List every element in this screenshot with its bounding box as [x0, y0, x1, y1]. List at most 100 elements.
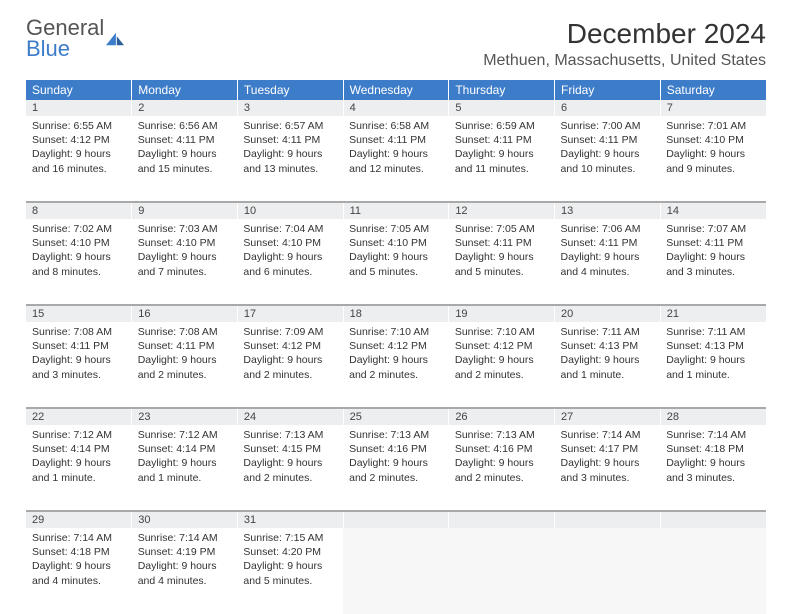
daylight-value: 9 hours and 3 minutes.	[666, 251, 745, 277]
day-number-cell: 25	[343, 408, 449, 425]
day-cell: Sunrise: 7:13 AMSunset: 4:16 PMDaylight:…	[449, 425, 555, 511]
calendar-table: SundayMondayTuesdayWednesdayThursdayFrid…	[26, 80, 766, 614]
sunset-value: 4:11 PM	[71, 340, 109, 352]
day-number-cell: 21	[660, 305, 766, 322]
daylight-value: 9 hours and 2 minutes.	[243, 457, 322, 483]
day-body: Sunrise: 7:05 AMSunset: 4:10 PMDaylight:…	[343, 219, 449, 285]
sunrise-value: 6:58 AM	[391, 120, 430, 132]
day-body-row: Sunrise: 7:08 AMSunset: 4:11 PMDaylight:…	[26, 322, 766, 408]
day-number-cell: 2	[132, 100, 238, 116]
day-cell: Sunrise: 7:12 AMSunset: 4:14 PMDaylight:…	[26, 425, 132, 511]
day-body: Sunrise: 7:11 AMSunset: 4:13 PMDaylight:…	[660, 322, 766, 388]
day-body: Sunrise: 7:07 AMSunset: 4:11 PMDaylight:…	[660, 219, 766, 285]
day-number-cell	[660, 511, 766, 528]
sunset-value: 4:11 PM	[705, 237, 743, 249]
day-number-cell: 15	[26, 305, 132, 322]
day-cell	[343, 528, 449, 614]
calendar-body: 1234567Sunrise: 6:55 AMSunset: 4:12 PMDa…	[26, 100, 766, 614]
day-body: Sunrise: 7:13 AMSunset: 4:16 PMDaylight:…	[343, 425, 449, 491]
sunrise-value: 7:11 AM	[708, 326, 746, 338]
day-number-cell: 30	[132, 511, 238, 528]
sunset-value: 4:16 PM	[388, 443, 427, 455]
month-title: December 2024	[483, 18, 766, 50]
day-cell: Sunrise: 7:11 AMSunset: 4:13 PMDaylight:…	[660, 322, 766, 408]
sunrise-value: 7:12 AM	[73, 429, 112, 441]
sunrise-value: 7:01 AM	[708, 120, 747, 132]
sunset-value: 4:20 PM	[282, 546, 321, 558]
sunrise-value: 7:07 AM	[708, 223, 747, 235]
daylight-value: 9 hours and 2 minutes.	[349, 457, 428, 483]
day-body: Sunrise: 6:59 AMSunset: 4:11 PMDaylight:…	[449, 116, 555, 182]
day-number-cell: 26	[449, 408, 555, 425]
day-number-cell: 31	[237, 511, 343, 528]
day-number-cell: 3	[237, 100, 343, 116]
daylight-value: 9 hours and 3 minutes.	[666, 457, 745, 483]
day-body: Sunrise: 7:08 AMSunset: 4:11 PMDaylight:…	[26, 322, 132, 388]
daylight-value: 9 hours and 5 minutes.	[349, 251, 428, 277]
sunrise-value: 7:02 AM	[73, 223, 112, 235]
day-body: Sunrise: 7:03 AMSunset: 4:10 PMDaylight:…	[132, 219, 238, 285]
day-number-cell: 5	[449, 100, 555, 116]
day-body: Sunrise: 7:12 AMSunset: 4:14 PMDaylight:…	[26, 425, 132, 491]
day-number-cell: 24	[237, 408, 343, 425]
sunrise-value: 7:13 AM	[496, 429, 535, 441]
daylight-value: 9 hours and 1 minute.	[561, 354, 640, 380]
day-number-cell: 11	[343, 202, 449, 219]
sunset-value: 4:19 PM	[176, 546, 215, 558]
weekday-header: Tuesday	[237, 80, 343, 100]
weekday-header: Thursday	[449, 80, 555, 100]
day-body: Sunrise: 7:14 AMSunset: 4:19 PMDaylight:…	[132, 528, 238, 594]
day-cell: Sunrise: 7:14 AMSunset: 4:18 PMDaylight:…	[26, 528, 132, 614]
day-number-cell	[343, 511, 449, 528]
day-cell: Sunrise: 7:12 AMSunset: 4:14 PMDaylight:…	[132, 425, 238, 511]
sunset-value: 4:11 PM	[176, 340, 214, 352]
day-body: Sunrise: 7:11 AMSunset: 4:13 PMDaylight:…	[555, 322, 661, 388]
logo-word-b: Blue	[26, 36, 70, 61]
day-cell: Sunrise: 7:04 AMSunset: 4:10 PMDaylight:…	[237, 219, 343, 305]
day-number-cell: 8	[26, 202, 132, 219]
sunset-value: 4:12 PM	[388, 340, 427, 352]
day-number-row: 15161718192021	[26, 305, 766, 322]
sunrise-value: 7:08 AM	[73, 326, 112, 338]
sunrise-value: 7:13 AM	[391, 429, 430, 441]
sunset-value: 4:11 PM	[493, 134, 531, 146]
weekday-header: Wednesday	[343, 80, 449, 100]
sunset-value: 4:12 PM	[71, 134, 110, 146]
day-number-cell: 1	[26, 100, 132, 116]
logo-text: General Blue	[26, 18, 104, 60]
daylight-value: 9 hours and 8 minutes.	[32, 251, 111, 277]
sunset-value: 4:11 PM	[282, 134, 320, 146]
daylight-value: 9 hours and 12 minutes.	[349, 148, 428, 174]
sunrise-value: 7:15 AM	[285, 532, 324, 544]
day-body: Sunrise: 6:56 AMSunset: 4:11 PMDaylight:…	[132, 116, 238, 182]
daylight-value: 9 hours and 3 minutes.	[32, 354, 111, 380]
day-cell: Sunrise: 7:06 AMSunset: 4:11 PMDaylight:…	[555, 219, 661, 305]
day-number-cell: 13	[555, 202, 661, 219]
day-cell: Sunrise: 7:05 AMSunset: 4:11 PMDaylight:…	[449, 219, 555, 305]
sunrise-value: 7:03 AM	[179, 223, 218, 235]
day-body: Sunrise: 7:10 AMSunset: 4:12 PMDaylight:…	[449, 322, 555, 388]
weekday-header-row: SundayMondayTuesdayWednesdayThursdayFrid…	[26, 80, 766, 100]
day-body-row: Sunrise: 7:02 AMSunset: 4:10 PMDaylight:…	[26, 219, 766, 305]
day-cell: Sunrise: 7:07 AMSunset: 4:11 PMDaylight:…	[660, 219, 766, 305]
day-body: Sunrise: 7:09 AMSunset: 4:12 PMDaylight:…	[237, 322, 343, 388]
sunrise-value: 7:08 AM	[179, 326, 218, 338]
day-cell: Sunrise: 7:11 AMSunset: 4:13 PMDaylight:…	[555, 322, 661, 408]
day-body: Sunrise: 7:14 AMSunset: 4:17 PMDaylight:…	[555, 425, 661, 491]
day-number-cell: 10	[237, 202, 343, 219]
day-cell: Sunrise: 7:10 AMSunset: 4:12 PMDaylight:…	[343, 322, 449, 408]
sunset-value: 4:13 PM	[705, 340, 744, 352]
day-body-row: Sunrise: 6:55 AMSunset: 4:12 PMDaylight:…	[26, 116, 766, 202]
day-number-cell: 7	[660, 100, 766, 116]
sunrise-value: 7:12 AM	[179, 429, 218, 441]
weekday-header: Monday	[132, 80, 238, 100]
day-body: Sunrise: 7:05 AMSunset: 4:11 PMDaylight:…	[449, 219, 555, 285]
sunset-value: 4:17 PM	[599, 443, 638, 455]
sunrise-value: 7:09 AM	[285, 326, 324, 338]
sail-icon	[106, 32, 124, 46]
daylight-value: 9 hours and 2 minutes.	[243, 354, 322, 380]
daylight-value: 9 hours and 15 minutes.	[138, 148, 217, 174]
day-cell: Sunrise: 7:10 AMSunset: 4:12 PMDaylight:…	[449, 322, 555, 408]
day-body: Sunrise: 7:14 AMSunset: 4:18 PMDaylight:…	[660, 425, 766, 491]
day-body: Sunrise: 7:01 AMSunset: 4:10 PMDaylight:…	[660, 116, 766, 182]
